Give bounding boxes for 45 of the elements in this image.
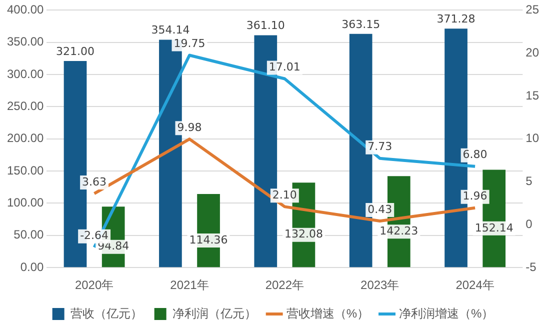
data-label: 7.73 bbox=[368, 140, 392, 154]
data-label: 0.43 bbox=[368, 202, 392, 216]
y-tick-label: 100.00 bbox=[7, 196, 44, 210]
data-label: 3.63 bbox=[82, 175, 107, 188]
legend-label: 营收增速（%） bbox=[286, 306, 369, 320]
data-label: 354.14 bbox=[151, 24, 190, 37]
x-tick-label: 2022年 bbox=[265, 278, 304, 292]
y-tick-label: 200.00 bbox=[7, 131, 44, 146]
y2-tick-label: 5 bbox=[526, 174, 533, 188]
y-tick-label: 250.00 bbox=[7, 99, 44, 114]
data-label: 142.23 bbox=[380, 224, 418, 238]
data-label: 2.10 bbox=[272, 188, 297, 202]
y-tick-label: 400.00 bbox=[7, 2, 44, 17]
y2-tick-label: 0 bbox=[526, 217, 533, 232]
data-label: 152.14 bbox=[474, 221, 514, 234]
data-label: 361.10 bbox=[246, 19, 285, 32]
y-tick-label: 150.00 bbox=[7, 163, 44, 178]
y2-tick-label: 15 bbox=[526, 88, 540, 102]
data-label: -2.64 bbox=[80, 229, 109, 242]
x-tick-label: 2020年 bbox=[74, 278, 114, 292]
y2-tick-label: 10 bbox=[526, 131, 540, 146]
y2-tick-label: 25 bbox=[526, 2, 540, 17]
y-tick-label: 0.00 bbox=[20, 260, 44, 274]
legend-label: 营收（亿元） bbox=[70, 306, 142, 320]
data-label: 9.98 bbox=[177, 120, 202, 134]
data-label: 321.00 bbox=[56, 44, 95, 58]
data-label: 1.96 bbox=[462, 190, 488, 203]
data-label: 19.75 bbox=[174, 37, 206, 50]
legend-label: 净利润（亿元） bbox=[172, 306, 256, 320]
legend-label: 净利润增速（%） bbox=[399, 306, 494, 320]
y2-tick-label: -5 bbox=[526, 260, 537, 274]
y2-tick-label: 20 bbox=[526, 45, 540, 60]
data-label: 17.01 bbox=[268, 60, 300, 74]
x-tick-label: 2021年 bbox=[170, 278, 209, 292]
y-tick-label: 350.00 bbox=[7, 34, 44, 49]
y-tick-label: 300.00 bbox=[7, 66, 44, 81]
y-tick-label: 50.00 bbox=[14, 228, 44, 242]
x-tick-label: 2024年 bbox=[456, 278, 494, 292]
x-tick-label: 2023年 bbox=[360, 278, 400, 292]
data-label: 363.15 bbox=[342, 18, 380, 31]
data-label: 114.36 bbox=[189, 233, 228, 246]
data-label: 371.28 bbox=[436, 12, 476, 26]
data-label: 132.08 bbox=[284, 228, 323, 241]
data-label: 6.80 bbox=[462, 148, 488, 162]
data-label: 94.84 bbox=[98, 240, 130, 253]
